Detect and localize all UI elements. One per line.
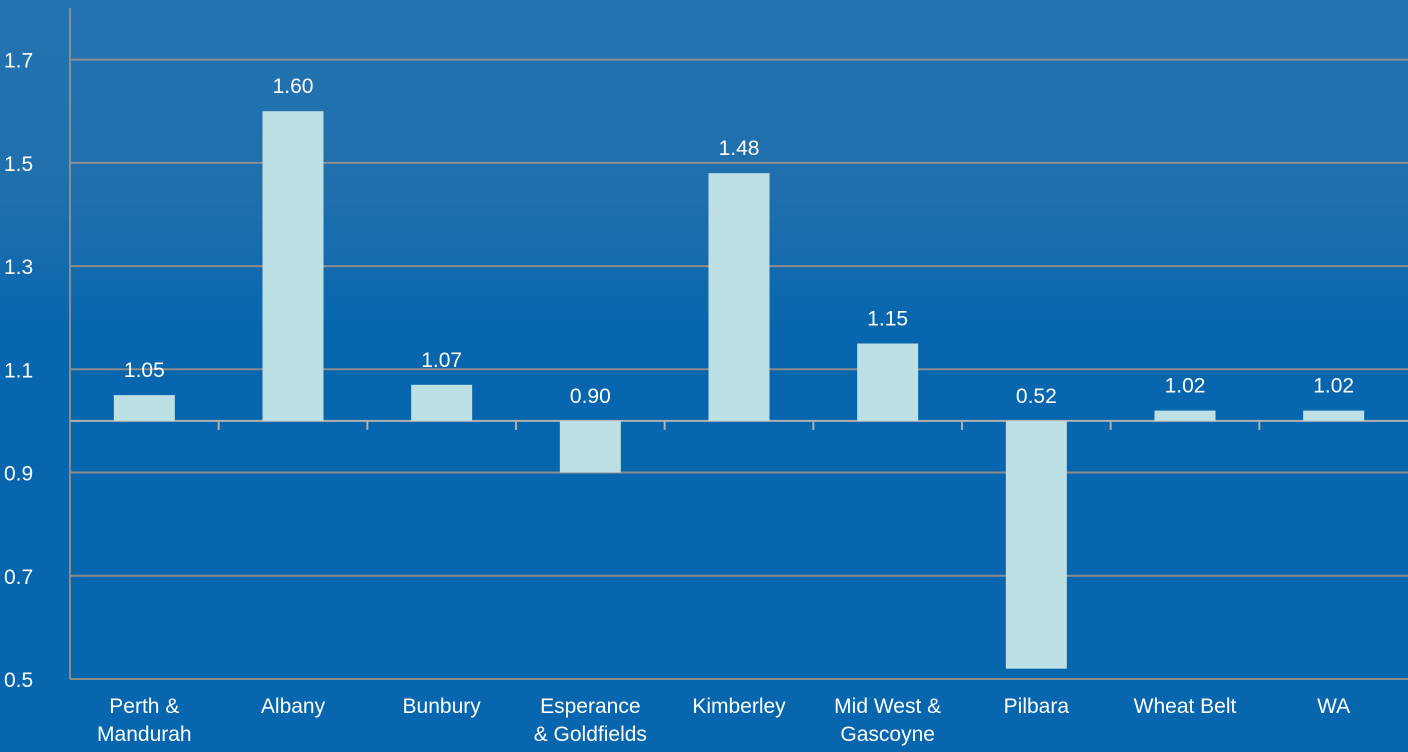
x-tick-labels: Perth & Mandurah Albany Bunbury Esperance & G… xyxy=(97,695,1350,746)
y-tick-label: 1.7 xyxy=(4,50,33,73)
bar xyxy=(559,420,621,473)
x-category-label: Perth & xyxy=(109,695,179,718)
data-label: 1.02 xyxy=(1313,375,1354,398)
x-category-label: Mandurah xyxy=(97,723,192,746)
data-labels: 1.05 1.60 1.07 0.90 1.48 1.15 0.52 1.02 1.02 xyxy=(124,75,1354,408)
y-tick-label: 1.1 xyxy=(4,359,33,382)
data-label: 1.02 xyxy=(1165,375,1206,398)
y-tick-label: 1.3 xyxy=(4,256,33,279)
x-category-label: Kimberley xyxy=(692,695,786,718)
data-label: 1.48 xyxy=(719,137,760,160)
y-tick-label: 0.5 xyxy=(4,669,33,692)
data-label: 1.15 xyxy=(867,308,908,331)
data-label: 1.60 xyxy=(273,75,314,98)
bars xyxy=(113,111,1365,669)
y-tick-label: 0.7 xyxy=(4,566,33,589)
bar xyxy=(857,343,919,421)
background-photo xyxy=(0,0,1408,330)
y-tick-labels: 0.5 0.7 0.9 1.1 1.3 1.5 1.7 xyxy=(4,50,33,692)
x-category-label: & Goldfields xyxy=(534,723,647,746)
data-label: 0.52 xyxy=(1016,385,1057,408)
x-category-label: Bunbury xyxy=(403,695,482,718)
data-label: 0.90 xyxy=(570,385,611,408)
x-category-label: Esperance xyxy=(540,695,640,718)
x-category-label: Mid West & xyxy=(834,695,941,718)
x-category-label: Gascoyne xyxy=(840,723,935,746)
bar xyxy=(1005,420,1067,669)
bar xyxy=(1303,410,1365,421)
y-tick-label: 0.9 xyxy=(4,463,33,486)
bar xyxy=(262,111,324,421)
bar xyxy=(1154,410,1216,421)
data-label: 1.05 xyxy=(124,359,165,382)
data-label: 1.07 xyxy=(421,349,462,372)
bar xyxy=(708,173,770,421)
bar xyxy=(411,384,473,421)
x-category-label: Pilbara xyxy=(1004,695,1070,718)
x-category-label: WA xyxy=(1317,695,1350,718)
y-tick-label: 1.5 xyxy=(4,153,33,176)
bar xyxy=(113,395,175,421)
x-category-label: Albany xyxy=(261,695,326,718)
x-category-label: Wheat Belt xyxy=(1134,695,1237,718)
